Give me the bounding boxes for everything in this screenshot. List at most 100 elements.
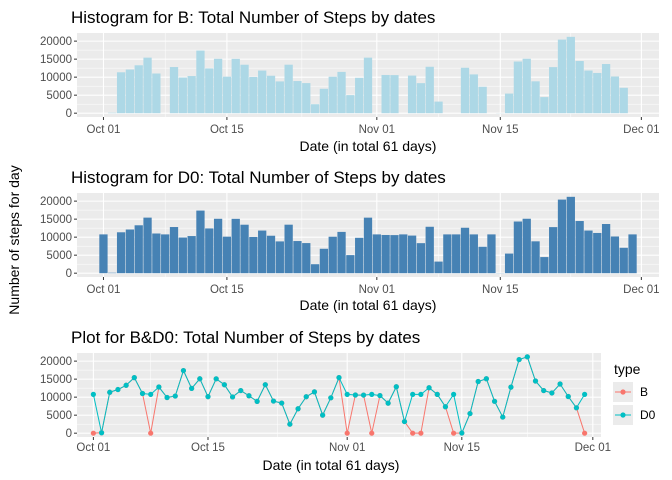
point-d0 (541, 387, 547, 394)
bar (425, 226, 434, 274)
bar (549, 227, 558, 274)
bar (416, 243, 426, 274)
bar (566, 196, 575, 274)
point-d0 (246, 393, 252, 399)
chart-d0-histogram: Histogram for D0: Total Number of Steps … (40, 168, 660, 313)
bar (266, 235, 276, 274)
point-d0 (508, 384, 514, 390)
bar (116, 232, 126, 274)
bar (575, 221, 584, 274)
point-d0 (221, 382, 227, 388)
y-tick-label: 20000 (40, 356, 72, 368)
x-tick-label: Dec 01 (623, 124, 659, 136)
bar (328, 76, 337, 114)
bar (240, 64, 249, 114)
bar (249, 76, 258, 114)
bar (355, 77, 364, 114)
bar (601, 224, 611, 274)
bar (628, 234, 637, 274)
point-d0 (385, 400, 391, 406)
point-d0 (270, 398, 277, 404)
bar (222, 76, 232, 114)
bar (399, 234, 408, 274)
bar (187, 236, 196, 274)
bar (302, 243, 311, 274)
bar (346, 255, 355, 274)
bar (178, 237, 187, 274)
point-d0 (115, 386, 121, 393)
point-d0 (229, 394, 236, 400)
bar (584, 230, 593, 274)
point-d0 (123, 382, 129, 388)
point-d0 (287, 421, 293, 427)
point-d0 (336, 375, 342, 381)
x-tick-label: Dec 01 (623, 284, 659, 296)
y-tick-label: 0 (66, 108, 72, 120)
bar (337, 231, 346, 274)
point-d0 (344, 391, 350, 397)
point-d0 (328, 395, 334, 401)
bar (275, 81, 284, 114)
bar (434, 101, 443, 114)
y-tick-label: 15000 (40, 374, 72, 386)
point-d0 (189, 385, 195, 392)
bar (125, 229, 135, 274)
bar (460, 227, 470, 274)
bar (363, 57, 373, 114)
x-tick-label: Nov 15 (444, 442, 480, 454)
point-d0 (148, 391, 154, 397)
bar (196, 210, 205, 274)
x-tick-label: Oct 01 (76, 442, 110, 454)
point-d0 (295, 406, 301, 412)
point-b (582, 430, 588, 436)
x-tick-label: Oct 01 (87, 284, 121, 296)
point-d0 (279, 400, 285, 406)
point-d0 (549, 390, 555, 396)
legend-key-point (620, 389, 626, 395)
bar (363, 217, 373, 274)
point-d0 (213, 376, 219, 382)
bar (469, 234, 478, 274)
x-tick-label: Oct 01 (87, 124, 121, 136)
bar (116, 72, 126, 114)
bar (522, 218, 531, 274)
bar (610, 236, 620, 274)
point-d0 (311, 389, 318, 395)
point-d0 (557, 381, 563, 387)
bar (557, 199, 567, 274)
point-b (418, 430, 424, 436)
plot-panel (77, 353, 601, 437)
bar (372, 234, 381, 274)
bar (213, 58, 223, 114)
point-d0 (410, 391, 416, 397)
x-axis-title: Date (in total 61 days) (300, 297, 437, 313)
chart-title: Plot for B&D0: Total Number of Steps by … (71, 328, 420, 347)
point-d0 (377, 392, 383, 399)
bar (478, 86, 487, 114)
bar (575, 61, 584, 114)
y-tick-label: 20000 (40, 196, 72, 208)
bar (293, 81, 302, 114)
point-d0 (180, 367, 187, 374)
point-d0 (262, 382, 268, 388)
point-d0 (156, 384, 162, 390)
point-d0 (491, 398, 498, 404)
bar (258, 70, 267, 114)
point-d0 (467, 410, 473, 417)
bar (478, 246, 487, 274)
bar (178, 77, 187, 114)
bar (284, 224, 293, 274)
bar (240, 224, 249, 274)
bar (549, 67, 558, 114)
x-tick-label: Oct 15 (191, 442, 225, 454)
bar (205, 228, 214, 274)
bar (152, 73, 161, 114)
bar (337, 71, 346, 114)
bar (522, 58, 531, 114)
bar (416, 83, 426, 114)
bar (460, 67, 470, 114)
bar (390, 235, 399, 274)
bar (266, 75, 276, 114)
point-b (369, 430, 375, 436)
bar (187, 76, 196, 114)
